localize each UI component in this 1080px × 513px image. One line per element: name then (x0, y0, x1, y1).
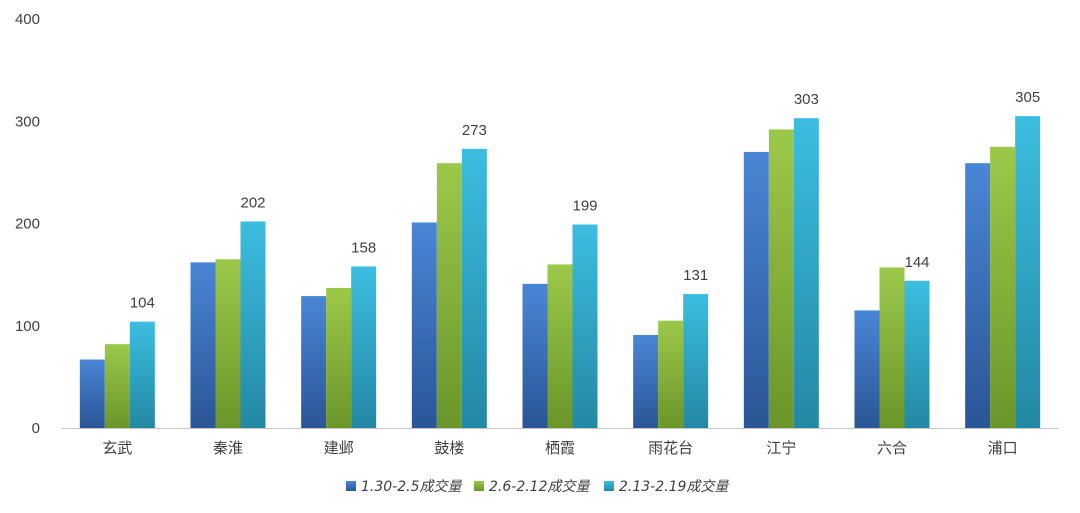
bar-3 (461, 148, 487, 429)
data-label: 199 (572, 198, 597, 215)
data-labels: 104 202 158 273 199 131 303 144 305 (130, 89, 1040, 312)
bar-2 (879, 267, 905, 428)
legend-label: 2.13-2.19成交量 (619, 479, 730, 495)
y-axis-ticks: 0 100 200 300 400 (15, 11, 40, 437)
x-tick-label: 玄武 (102, 439, 132, 457)
bar-3 (1015, 116, 1041, 428)
bar-3 (572, 224, 598, 428)
x-tick-label: 鼓楼 (434, 439, 464, 457)
x-tick-label: 浦口 (988, 439, 1018, 457)
bar-1 (965, 163, 991, 429)
x-tick-label: 建邺 (324, 439, 354, 457)
bar-1 (301, 296, 327, 428)
data-label: 202 (240, 194, 265, 211)
y-tick-label: 200 (15, 216, 40, 233)
bar-3 (351, 266, 377, 428)
bar-2 (658, 320, 684, 428)
data-label: 158 (351, 239, 376, 256)
bar-3 (904, 280, 930, 428)
bar-1 (854, 310, 880, 428)
y-tick-label: 100 (15, 318, 40, 335)
data-label: 273 (462, 122, 487, 139)
bar-1 (411, 222, 437, 428)
bar-2 (104, 344, 130, 428)
bar-1 (633, 334, 659, 428)
bar-3 (683, 294, 709, 428)
legend-label: 2.6-2.12成交量 (489, 479, 591, 495)
bar-3 (240, 221, 266, 428)
data-label: 303 (794, 91, 819, 108)
data-label: 131 (683, 267, 708, 284)
bar-1 (743, 151, 769, 429)
bar-1 (190, 262, 216, 428)
y-tick-label: 400 (15, 11, 40, 28)
bar-3 (129, 321, 155, 428)
data-label: 305 (1015, 89, 1040, 106)
bar-2 (547, 264, 573, 428)
bar-2 (326, 287, 352, 428)
x-tick-label: 秦淮 (213, 439, 243, 457)
bar-2 (768, 129, 794, 428)
x-tick-label: 六合 (877, 439, 907, 457)
bars (79, 116, 1041, 429)
legend-label: 1.30-2.5成交量 (361, 479, 463, 495)
y-tick-label: 0 (32, 420, 40, 437)
legend: 1.30-2.5成交量 2.6-2.12成交量 2.13-2.19成交量 (346, 479, 730, 495)
bar-2 (436, 163, 462, 429)
legend-swatch (604, 481, 614, 491)
data-label: 144 (904, 254, 929, 271)
bar-3 (793, 118, 819, 429)
legend-swatch (474, 481, 484, 491)
x-tick-label: 栖霞 (545, 439, 575, 457)
y-tick-label: 300 (15, 113, 40, 130)
data-label: 104 (130, 295, 155, 312)
x-tick-label: 江宁 (766, 439, 796, 457)
x-axis-labels: 玄武 秦淮 建邺 鼓楼 栖霞 雨花台 江宁 六合 浦口 (102, 439, 1017, 457)
bar-1 (522, 283, 548, 428)
bar-1 (79, 359, 105, 428)
bar-2 (990, 146, 1016, 428)
bar-2 (215, 259, 241, 428)
x-tick-label: 雨花台 (648, 439, 693, 457)
legend-swatch (346, 481, 356, 491)
